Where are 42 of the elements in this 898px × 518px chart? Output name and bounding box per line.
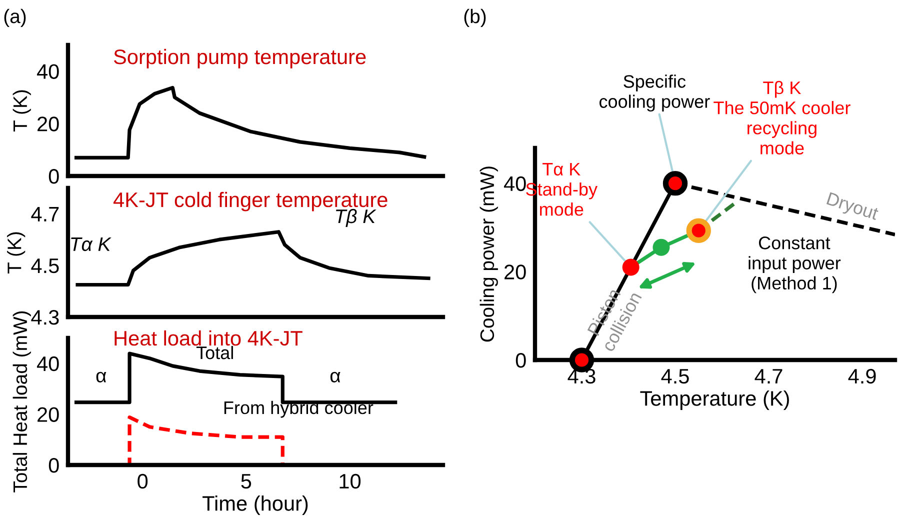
x-axis-title: Time (hour): [202, 496, 308, 515]
y-tick-label: 40: [36, 356, 59, 372]
y-tick-label: 4.5: [31, 258, 59, 274]
text: (b): [464, 8, 486, 28]
y-tick-label: 0: [48, 169, 59, 184]
point: [662, 170, 688, 196]
annotation: Total: [196, 346, 233, 360]
x-tick-label: 5: [241, 474, 252, 489]
chart-title: Heat load into 4K-JT: [114, 330, 302, 346]
line-series: [74, 86, 426, 160]
annotation: Dryout: [825, 192, 880, 224]
x-axis-title: Temperature (K): [640, 390, 789, 410]
y-tick-label: 0: [48, 458, 59, 473]
y-tick-label: 40: [504, 176, 526, 192]
y-axis-title: Cooling power (mW): [480, 166, 498, 342]
point: [622, 258, 640, 276]
point: [686, 218, 711, 243]
annotation: Tβ K The 50mK cooler recycling mode: [714, 80, 850, 154]
x-tick-label: 4.5: [661, 369, 689, 384]
y-tick-label: 40: [36, 64, 59, 79]
y-tick-label: 4.3: [31, 310, 59, 325]
x-tick-label: 4.7: [754, 369, 782, 384]
x-tick-label: 0: [138, 474, 148, 489]
y-axis-title: T (K): [7, 232, 26, 274]
annotation: Constant input power (Method 1): [748, 236, 841, 294]
annotation: Tα K: [71, 238, 112, 252]
x-tick-label: 4.3: [568, 368, 596, 384]
y-tick-label: 20: [38, 116, 59, 132]
annotation: α: [330, 372, 340, 382]
y-tick-label: 4.7: [31, 207, 59, 222]
y-axis-title: Total Heat load (mW): [12, 311, 31, 492]
x-tick-label: 10: [340, 474, 361, 489]
point: [652, 238, 670, 256]
y-axis-title: T (K): [12, 90, 31, 132]
y-tick-label: 20: [504, 264, 526, 280]
annotation: Specific cooling power: [599, 74, 710, 112]
x-tick-label: 4.9: [848, 368, 876, 384]
text: (a): [4, 8, 26, 28]
annotation: α: [96, 372, 106, 382]
y-tick-label: 0: [516, 353, 526, 368]
chart-title: Sorption pump temperature: [114, 48, 366, 68]
y-tick-label: 20: [38, 407, 59, 422]
